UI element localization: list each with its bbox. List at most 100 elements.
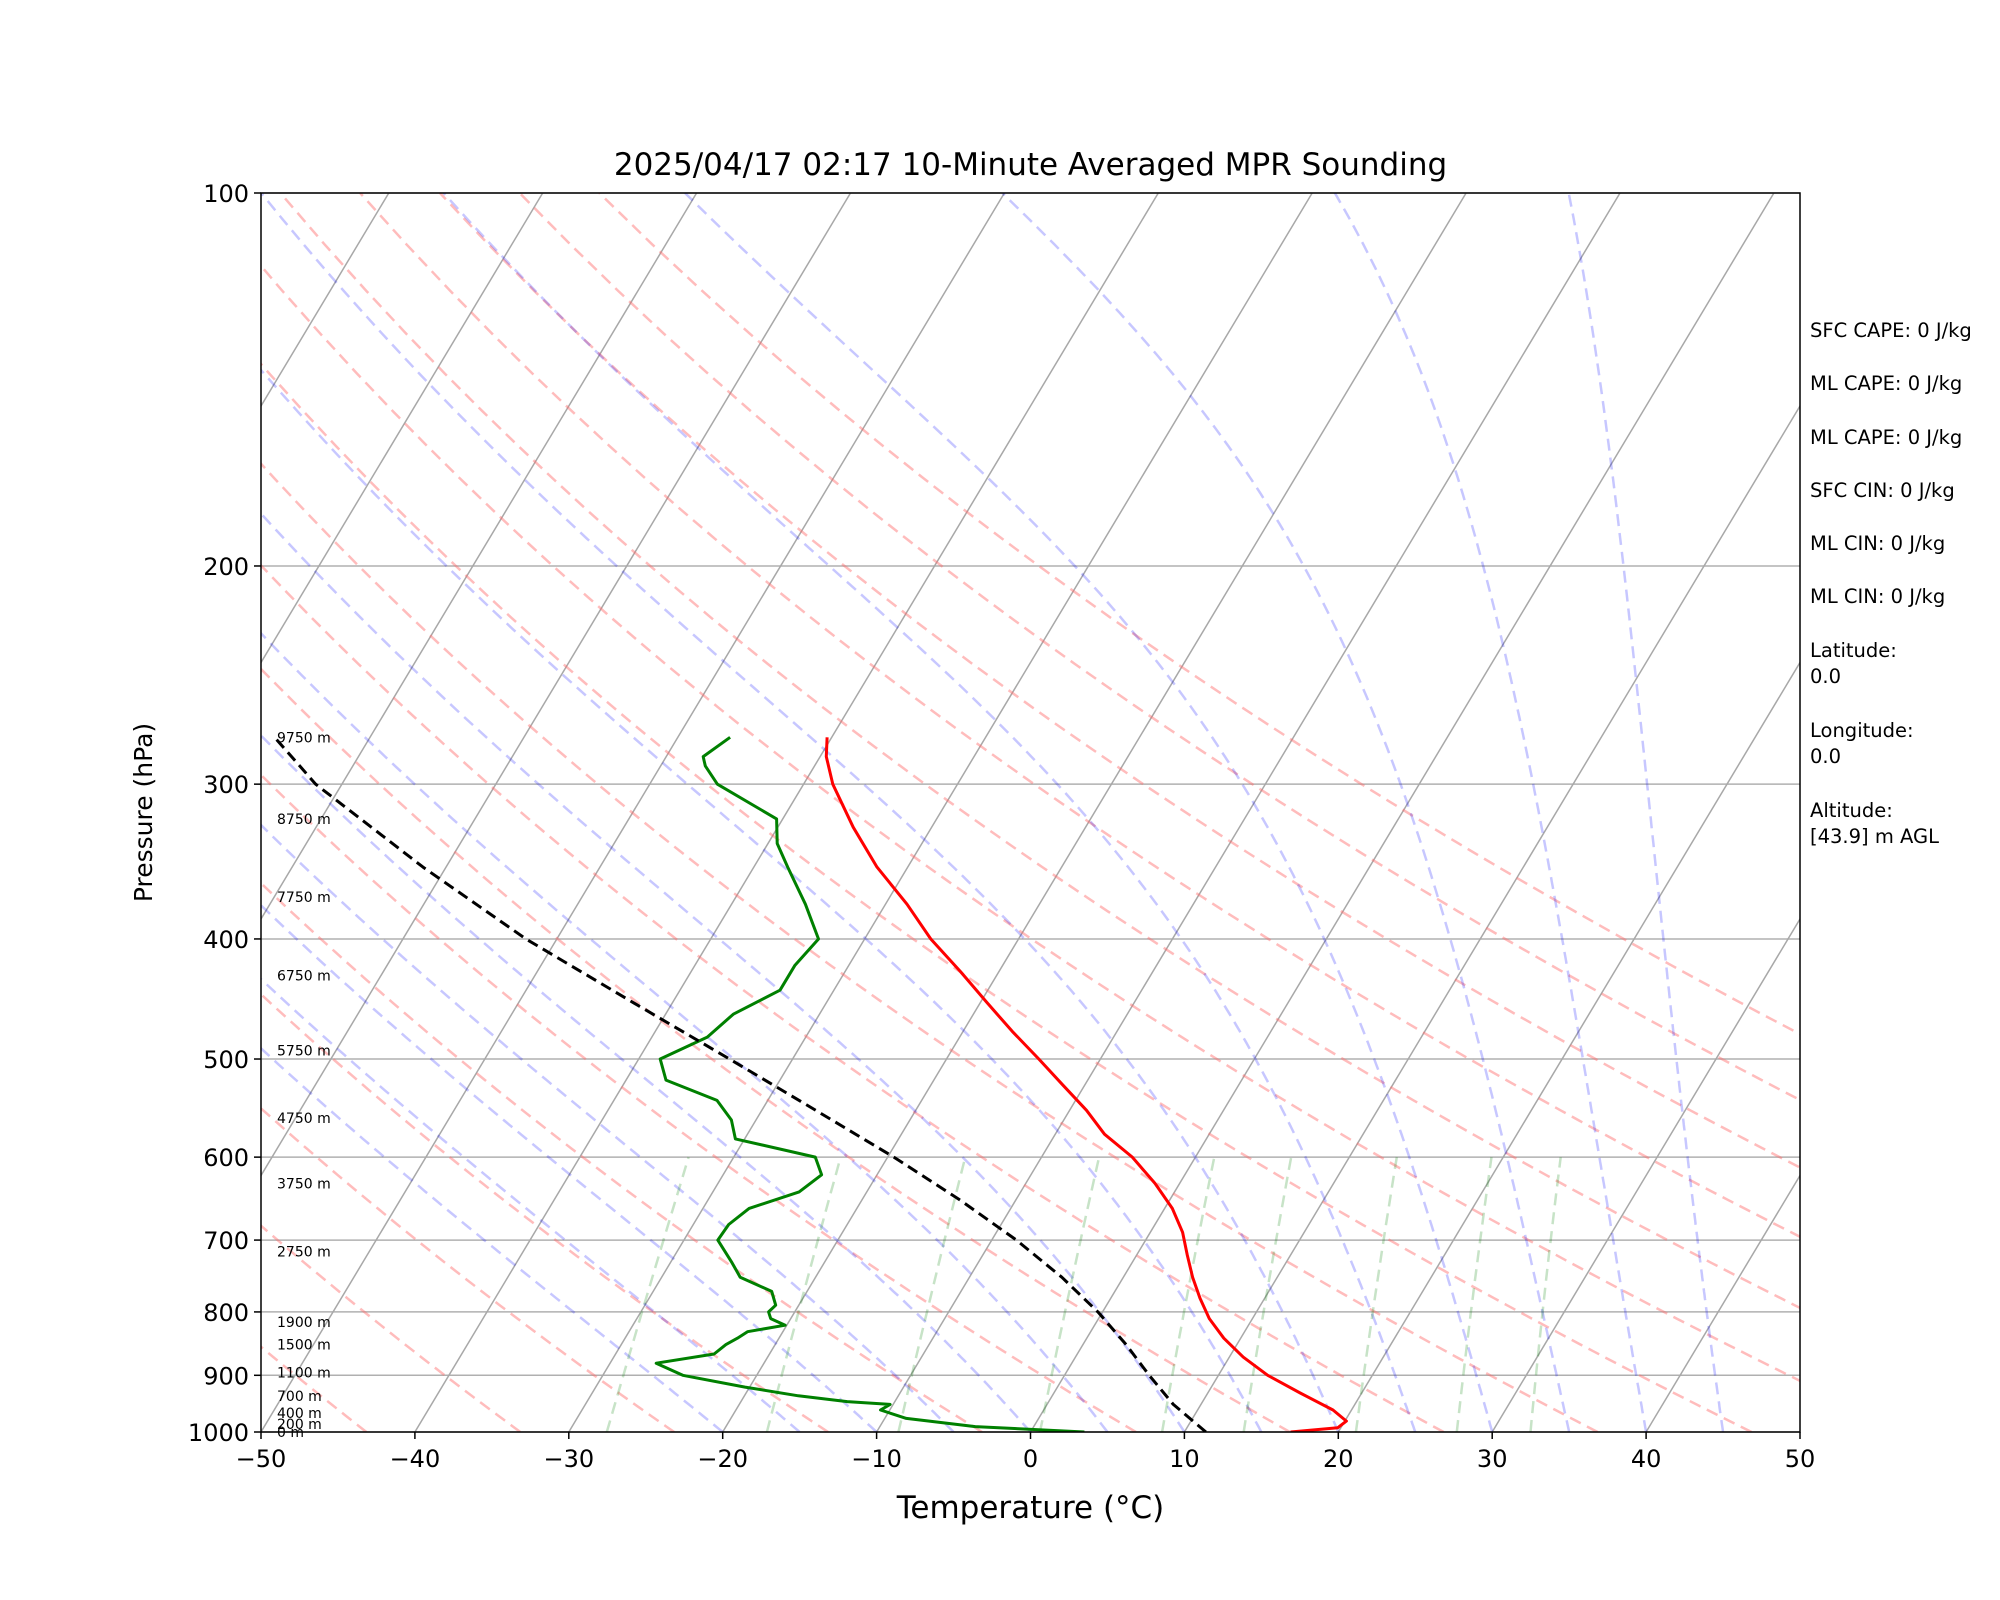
height-label: 700 m	[277, 1389, 322, 1405]
moist-adiabat	[684, 193, 1494, 1432]
moist-adiabat	[1001, 193, 1571, 1432]
y-tick-label: 600	[203, 1144, 249, 1172]
x-tick-label: 10	[1169, 1445, 1200, 1473]
x-tick-label: 40	[1631, 1445, 1662, 1473]
height-label: 3750 m	[277, 1176, 331, 1192]
dry-adiabat	[261, 263, 1800, 1383]
height-label: 8750 m	[277, 812, 331, 828]
moist-adiabat	[1567, 193, 1725, 1432]
isotherm-line	[722, 193, 1467, 1432]
isotherm-line	[414, 193, 1159, 1432]
moist-adiabat	[261, 511, 1186, 1432]
x-tick-label: −40	[390, 1445, 441, 1473]
altitude-text: Altitude: [43.9] m AGL	[1810, 799, 1939, 848]
ml-cape-text-2: ML CAPE: 0 J/kg	[1810, 426, 1963, 449]
x-tick-label: 20	[1323, 1445, 1354, 1473]
height-labels: 9750 m 8750 m 7750 m 6750 m 5750 m 4750 m 3750…	[277, 730, 331, 1441]
height-label: 4750 m	[277, 1111, 331, 1127]
height-label: 0 m	[277, 1425, 304, 1441]
height-label: 9750 m	[277, 730, 331, 746]
isotherm-line	[0, 193, 81, 1432]
moist-adiabat	[442, 193, 1417, 1432]
mixing-ratio-line	[605, 1156, 690, 1432]
isotherm-line	[1491, 917, 1800, 1432]
moist-adiabat	[1333, 193, 1648, 1432]
isotherm-line	[1029, 193, 1775, 1432]
y-axis-ticks: 100 200 300 400 500 600 700 800 900 1000	[188, 180, 261, 1447]
longitude-text: Longitude: 0.0	[1810, 719, 1914, 768]
isotherm-line	[261, 193, 698, 921]
y-tick-label: 200	[203, 553, 249, 581]
height-label: 200 m	[277, 1417, 322, 1433]
x-axis-title: Temperature (°C)	[896, 1490, 1165, 1526]
dry-adiabat	[261, 881, 983, 1432]
x-tick-label: −30	[543, 1445, 594, 1473]
temperature-line	[824, 737, 1348, 1432]
isotherm-line	[261, 193, 852, 1177]
moist-adiabat	[261, 903, 878, 1432]
dry-adiabat	[598, 193, 1800, 1036]
y-tick-label: 500	[203, 1046, 249, 1074]
y-tick-label: 100	[203, 180, 249, 208]
mixing-ratio-line	[1242, 1156, 1293, 1432]
isotherm-line	[568, 193, 1313, 1432]
mixing-ratio-line	[1529, 1156, 1562, 1432]
height-label: 7750 m	[277, 890, 331, 906]
parcel-profile-line	[273, 736, 1207, 1432]
dry-adiabat	[261, 992, 829, 1432]
moist-adiabat	[261, 193, 1340, 1432]
height-label: 5750 m	[277, 1043, 331, 1059]
dry-adiabat	[261, 773, 1137, 1432]
ml-cape-text: ML CAPE: 0 J/kg	[1810, 372, 1963, 395]
height-label: 6750 m	[277, 968, 331, 984]
dry-adiabat	[261, 1224, 522, 1432]
ml-cin-text-2: ML CIN: 0 J/kg	[1810, 585, 1946, 608]
height-label: 1900 m	[277, 1315, 331, 1331]
mixing-ratio-line	[765, 1156, 842, 1432]
x-tick-label: 50	[1785, 1445, 1816, 1473]
dry-adiabat	[518, 193, 1800, 1102]
height-label: 400 m	[277, 1406, 322, 1422]
sfc-cin-text: SFC CIN: 0 J/kg	[1810, 479, 1955, 502]
y-tick-label: 800	[203, 1299, 249, 1327]
isotherm-line	[261, 193, 1006, 1432]
isotherm-line	[261, 193, 390, 408]
x-tick-label: 30	[1477, 1445, 1508, 1473]
x-tick-label: 0	[1023, 1445, 1038, 1473]
sfc-cape-text: SFC CAPE: 0 J/kg	[1810, 319, 1972, 342]
dewpoint-line	[654, 736, 1085, 1432]
moist-adiabat	[261, 977, 801, 1432]
height-label: 1100 m	[277, 1365, 331, 1381]
mixing-ratio-line	[1354, 1156, 1399, 1432]
isotherm-line	[261, 193, 544, 664]
x-axis-ticks: −50 −40 −30 −20 −10 0 10 20 30 40 50	[236, 1432, 1816, 1473]
y-tick-label: 700	[203, 1227, 249, 1255]
chart-title: 2025/04/17 02:17 10-Minute Averaged MPR …	[614, 147, 1447, 183]
latitude-text: Latitude: 0.0	[1810, 639, 1897, 688]
moist-adiabat	[261, 368, 1263, 1432]
moist-adiabat	[261, 1046, 724, 1432]
dry-adiabat	[261, 667, 1291, 1432]
y-tick-label: 300	[203, 771, 249, 799]
isotherm-line	[0, 193, 235, 1432]
x-tick-label: −50	[236, 1445, 287, 1473]
isotherm-line	[1337, 661, 1800, 1432]
isotherm-line	[1645, 1174, 1800, 1432]
y-tick-label: 1000	[188, 1419, 249, 1447]
dry-adiabat	[261, 563, 1445, 1432]
mixing-ratio-line	[1455, 1156, 1493, 1432]
isotherm-line	[1183, 404, 1800, 1432]
sounding-profiles	[273, 736, 1348, 1432]
height-label: 2750 m	[277, 1244, 331, 1260]
dry-adiabat	[261, 362, 1753, 1432]
moist-adiabat	[261, 733, 1032, 1432]
mixing-ratio-line	[1160, 1156, 1216, 1432]
x-tick-label: −20	[697, 1445, 748, 1473]
mixing-ratio-line	[1038, 1156, 1101, 1432]
moist-adiabat	[261, 631, 1109, 1432]
x-tick-label: −10	[851, 1445, 902, 1473]
y-tick-label: 900	[203, 1362, 249, 1390]
height-label: 1500 m	[277, 1338, 331, 1354]
mixing-ratio-line	[897, 1156, 967, 1432]
